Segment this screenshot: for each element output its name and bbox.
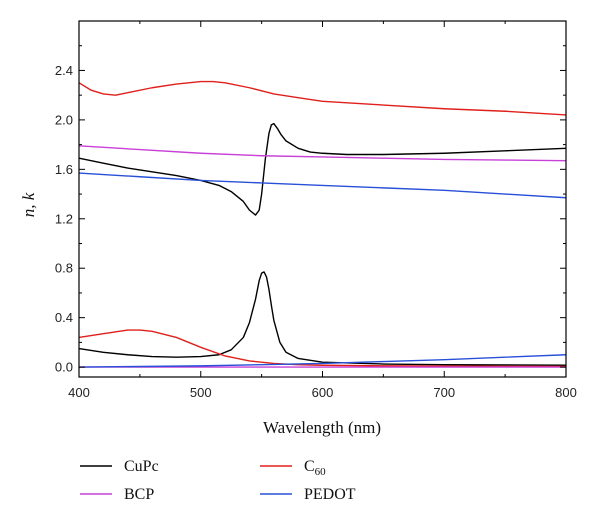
x-tick-label: 700 [433, 385, 455, 400]
y-tick-label: 1.2 [55, 211, 73, 226]
series-cupc-k-line [78, 271, 567, 366]
series-cupc-n-line [78, 122, 567, 216]
x-tick-label: 400 [68, 385, 90, 400]
x-axis-label: Wavelength (nm) [263, 418, 381, 437]
legend: CuPc C60 BCP PEDOT [80, 458, 356, 503]
series-pedot-k-line [78, 354, 567, 368]
y-tick-label: 1.6 [55, 162, 73, 177]
y-axis-label: n, k [19, 192, 38, 217]
y-tick-label: 0.0 [55, 360, 73, 375]
y-tick-label: 0.8 [55, 261, 73, 276]
tick-labels: 400 500 600 700 800 0.0 0.4 0.8 1.2 1.6 2.0 2.4 [55, 63, 577, 400]
legend-label: C60 [304, 458, 326, 478]
y-tick-label: 2.4 [55, 63, 73, 78]
legend-label: PEDOT [304, 486, 356, 503]
y-tick-label: 2.0 [55, 112, 73, 127]
series-c60-n-line [78, 80, 567, 116]
series-bcp-n-line [78, 145, 567, 162]
legend-label: BCP [124, 486, 154, 503]
plot-lines [78, 80, 567, 368]
series-c60-k-line [78, 329, 567, 368]
legend-label: CuPc [124, 458, 159, 475]
axis-ticks [78, 21, 567, 377]
plot-frame [78, 20, 567, 378]
series-pedot-n-line [78, 172, 567, 199]
y-tick-label: 0.4 [55, 310, 73, 325]
x-tick-label: 500 [190, 385, 212, 400]
x-tick-label: 800 [555, 385, 577, 400]
x-tick-label: 600 [312, 385, 334, 400]
